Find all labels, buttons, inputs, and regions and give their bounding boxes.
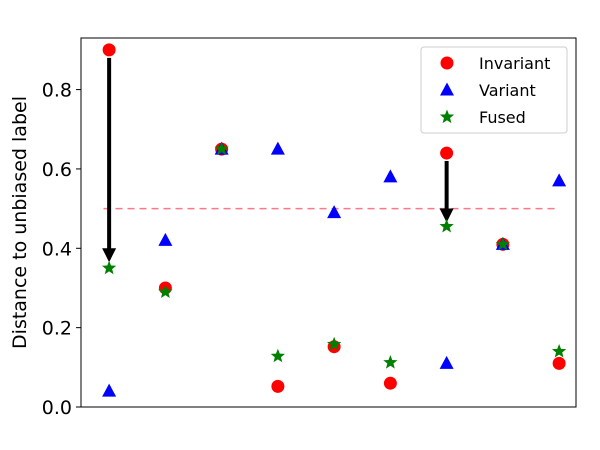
variant-point bbox=[383, 169, 398, 183]
arrow-head bbox=[439, 208, 454, 223]
fused-point bbox=[495, 236, 511, 251]
y-tick-label: 0.0 bbox=[42, 397, 72, 419]
y-tick-label: 0.6 bbox=[42, 159, 72, 181]
invariant-point bbox=[552, 356, 566, 370]
y-tick-label: 0.2 bbox=[42, 318, 72, 340]
fused-point bbox=[326, 336, 342, 351]
series-fused bbox=[101, 141, 567, 369]
y-tick-label: 0.8 bbox=[42, 80, 72, 102]
fused-point bbox=[439, 218, 454, 233]
invariant-point bbox=[102, 43, 116, 57]
invariant-point bbox=[271, 379, 285, 393]
variant-point bbox=[327, 205, 342, 219]
variant-point bbox=[439, 355, 454, 369]
plot-content bbox=[101, 43, 567, 397]
fused-point bbox=[383, 355, 398, 369]
arrow-head bbox=[102, 248, 117, 263]
legend-label-invariant: Invariant bbox=[479, 54, 550, 73]
legend-box bbox=[420, 46, 568, 134]
fused-point bbox=[270, 348, 286, 363]
fused-point bbox=[214, 141, 229, 156]
plot-frame bbox=[80, 37, 577, 408]
variant-point bbox=[158, 232, 173, 246]
fused-point bbox=[101, 260, 117, 275]
legend-marker-fused bbox=[439, 109, 455, 124]
legend-marker-invariant bbox=[440, 56, 454, 70]
fused-point bbox=[158, 284, 173, 298]
variant-point bbox=[102, 383, 117, 397]
legend-marker-variant bbox=[440, 82, 454, 96]
invariant-point bbox=[383, 376, 397, 390]
legend-label-fused: Fused bbox=[479, 108, 526, 127]
fused-point bbox=[551, 343, 567, 358]
y-axis-label: Distance to unbiased label bbox=[9, 96, 31, 349]
y-tick-label: 0.4 bbox=[42, 238, 72, 260]
y-axis: 0.0 0.2 0.4 0.6 0.8 bbox=[42, 80, 81, 419]
legend: Invariant Variant Fused bbox=[420, 46, 568, 134]
invariant-point bbox=[440, 146, 454, 160]
legend-label-variant: Variant bbox=[479, 81, 536, 100]
variant-point bbox=[270, 141, 285, 155]
variant-point bbox=[552, 173, 567, 187]
